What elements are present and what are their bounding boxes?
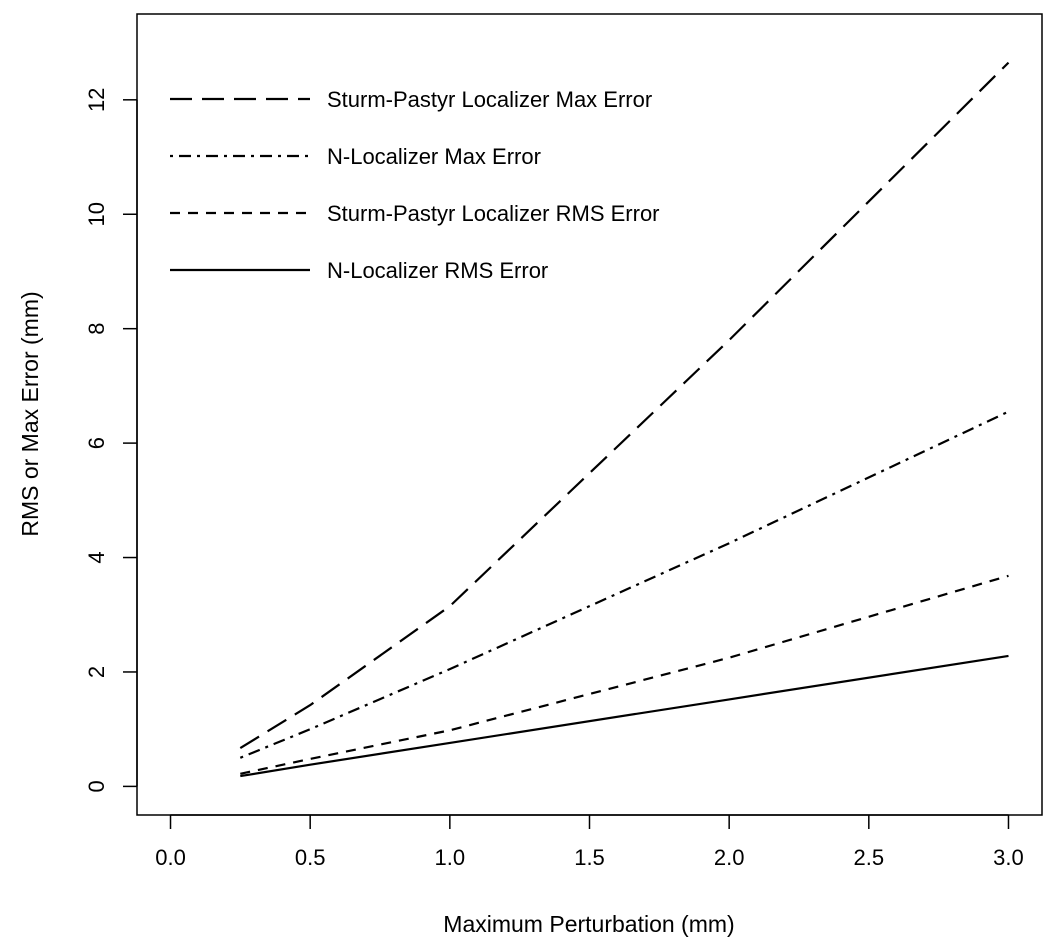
y-tick-label: 4 [84,551,109,563]
x-tick-label: 3.0 [993,845,1024,870]
x-axis: 0.0 0.5 1.0 1.5 2.0 2.5 3.0 [155,814,1024,870]
plot-frame [136,13,1043,816]
y-tick-label: 0 [84,780,109,792]
legend-label: Sturm-Pastyr Localizer RMS Error [327,201,660,226]
y-tick-label: 8 [84,323,109,335]
series-line [239,410,1009,759]
x-axis-label: Maximum Perturbation (mm) [443,911,734,937]
series-line [240,574,1009,775]
x-tick-label: 1.0 [435,845,466,870]
y-tick-label: 10 [84,202,109,226]
y-tick-label: 12 [84,88,109,112]
legend-label: N-Localizer Max Error [327,144,541,169]
x-tick-label: 1.5 [574,845,605,870]
y-axis: 0 2 4 6 8 10 12 [84,88,138,793]
legend-label: N-Localizer RMS Error [327,258,548,283]
legend: Sturm-Pastyr Localizer Max Error N-Locali… [170,87,660,283]
y-tick-label: 2 [84,666,109,678]
series-line [240,654,1009,778]
y-tick-label: 6 [84,437,109,449]
series-line [239,61,1010,750]
x-tick-label: 2.0 [714,845,745,870]
x-tick-label: 0.5 [295,845,326,870]
x-tick-label: 2.5 [854,845,885,870]
legend-label: Sturm-Pastyr Localizer Max Error [327,87,652,112]
x-tick-label: 0.0 [155,845,186,870]
series-layer [239,61,1010,778]
y-axis-label: RMS or Max Error (mm) [17,291,43,536]
